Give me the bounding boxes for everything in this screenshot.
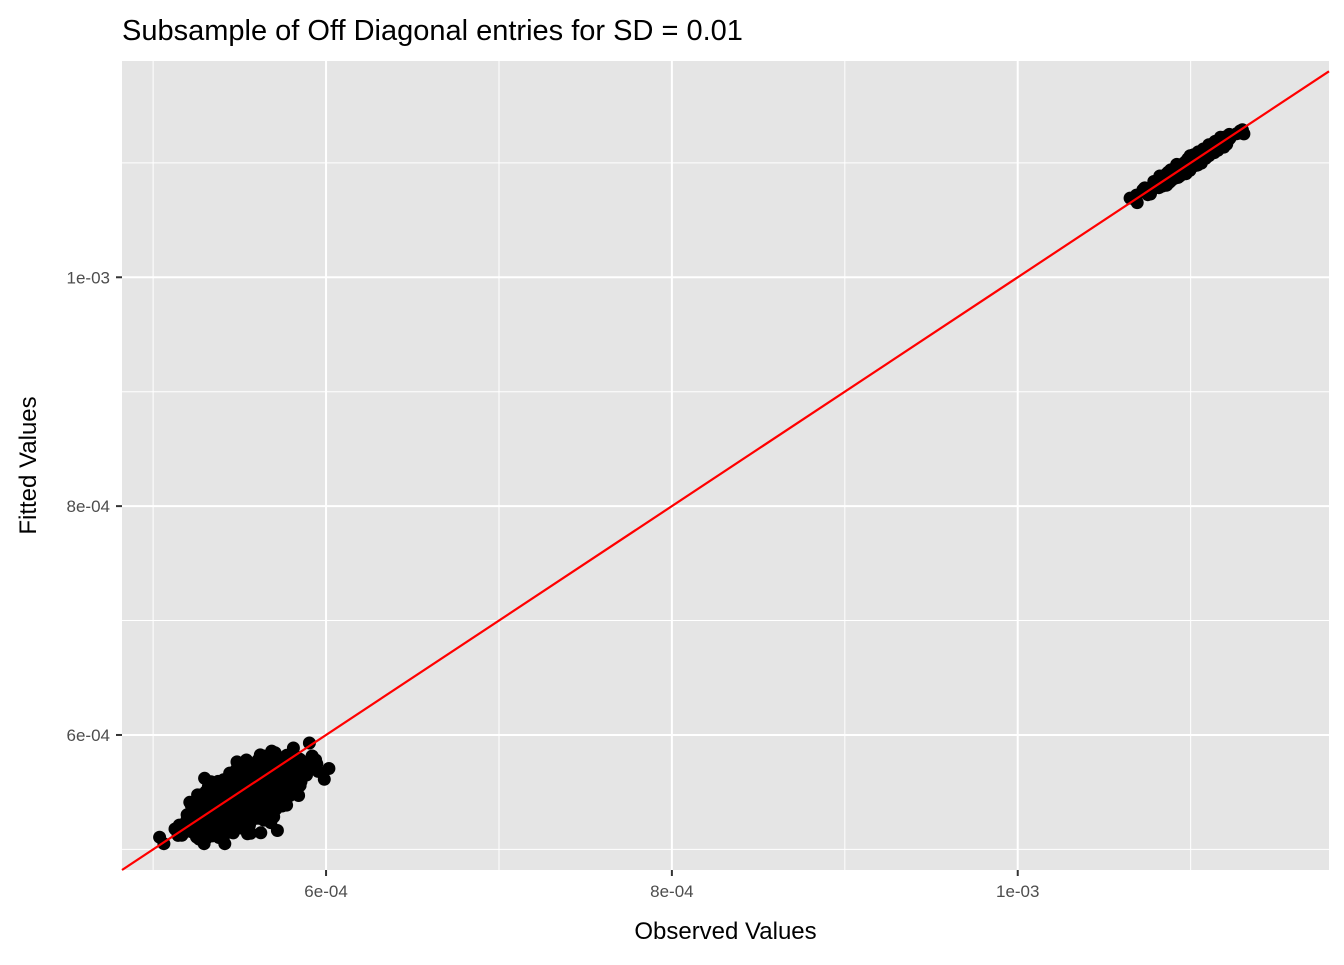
data-point-c0-981 xyxy=(171,828,185,842)
data-point-c0-1297 xyxy=(230,814,244,828)
identity-reference-line xyxy=(121,70,1330,871)
x-axis: 6e-04 8e-04 1e-03 xyxy=(304,870,1039,901)
chart-title: Subsample of Off Diagonal entries for SD… xyxy=(122,15,743,47)
y-tick-label-0: 6e-04 xyxy=(67,726,110,745)
data-point-c0-1283 xyxy=(184,825,198,839)
y-tick-label-1: 8e-04 xyxy=(67,497,110,516)
data-point-c0-1259 xyxy=(204,775,218,789)
y-tick-label-2: 1e-03 xyxy=(67,268,110,287)
data-point-c0-1268 xyxy=(219,811,233,825)
x-tick-label-0: 6e-04 xyxy=(304,882,347,901)
reference-line-group xyxy=(121,70,1330,871)
data-point-c0-1183 xyxy=(300,768,313,782)
data-point-c0-718 xyxy=(172,818,186,832)
x-tick-label-2: 1e-03 xyxy=(996,882,1039,901)
data-point-c0-1267 xyxy=(292,789,306,802)
y-axis: 6e-04 8e-04 1e-03 xyxy=(67,268,122,745)
data-point-c0-1260 xyxy=(191,788,205,802)
data-point-c0-1299 xyxy=(259,776,273,790)
data-point-c0-1288 xyxy=(239,795,253,809)
data-point-c0-978 xyxy=(286,741,300,755)
data-point-c1-555 xyxy=(1232,126,1246,140)
x-axis-title: Observed Values xyxy=(634,918,816,945)
data-point-c0-1206 xyxy=(309,753,323,767)
data-point-c0-1293 xyxy=(230,755,244,769)
data-point-c0-538 xyxy=(302,736,316,750)
data-point-c0-1256 xyxy=(262,758,276,772)
data-point-c0-196 xyxy=(322,762,336,775)
data-point-c0-1271 xyxy=(240,771,254,785)
major-gridlines xyxy=(122,61,1329,870)
data-point-c0-1222 xyxy=(296,756,310,770)
y-axis-title: Fitted Values xyxy=(15,396,42,534)
x-tick-label-1: 8e-04 xyxy=(650,882,693,901)
data-point-c0-1249 xyxy=(275,799,289,813)
data-point-c0-1294 xyxy=(275,782,289,796)
data-point-c0-262 xyxy=(254,826,268,840)
data-point-c0-1281 xyxy=(253,748,267,762)
data-point-c0-1255 xyxy=(289,770,303,784)
data-point-c0-1298 xyxy=(223,789,237,803)
